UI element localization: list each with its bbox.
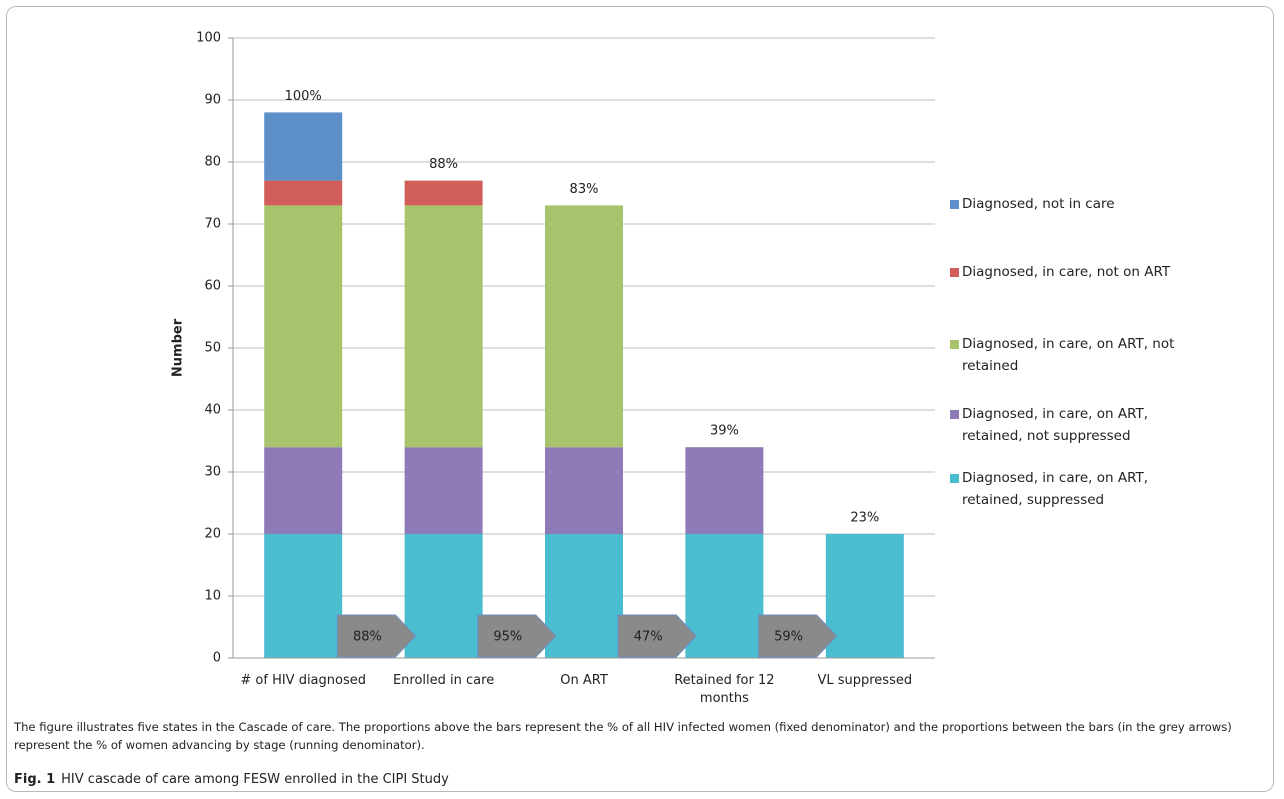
- figure-line: Fig. 1 HIV cascade of care among FESW enr…: [14, 772, 449, 787]
- bar-segment: [264, 447, 343, 534]
- legend-swatch: [950, 474, 959, 483]
- legend-swatch: [950, 268, 959, 277]
- y-tick-label: 30: [204, 465, 221, 480]
- figure-title: HIV cascade of care among FESW enrolled …: [61, 772, 449, 787]
- bar-segment: [264, 180, 343, 206]
- stage-arrow: [336, 614, 417, 658]
- legend-label: Diagnosed, in care, not on ART: [962, 264, 1171, 280]
- bar-label: 39%: [710, 424, 739, 439]
- bar-label: 83%: [570, 182, 599, 197]
- bar-label: 88%: [429, 157, 458, 172]
- y-tick-label: 70: [204, 217, 221, 232]
- legend-label: Diagnosed, in care, on ART, retained, su…: [962, 470, 1149, 508]
- x-tick-label: # of HIV diagnosed: [240, 673, 366, 688]
- x-tick-label: Enrolled in care: [392, 673, 495, 688]
- x-tick-label: Retained for 12 months: [674, 673, 775, 706]
- bar-segment: [264, 534, 343, 658]
- bar-segment: [404, 447, 483, 534]
- bar-segment: [685, 447, 764, 534]
- arrow-label: 88%: [353, 630, 382, 645]
- frame: [6, 6, 1274, 792]
- y-tick-label: 60: [204, 279, 221, 294]
- bar-segment: [264, 205, 343, 448]
- arrow-label: 59%: [774, 630, 803, 645]
- y-tick-label: 20: [204, 527, 221, 542]
- legend-label: Diagnosed, in care, on ART, not retained: [962, 336, 1175, 374]
- x-tick-label: On ART: [560, 673, 608, 688]
- legend-swatch: [950, 340, 959, 349]
- bar-segment: [825, 534, 904, 658]
- bar-segment: [404, 534, 483, 658]
- bar-segment: [264, 112, 343, 181]
- y-axis-label: Number: [171, 318, 186, 377]
- stage-arrow: [758, 614, 838, 658]
- y-tick-label: 40: [204, 403, 221, 418]
- stage-arrow: [617, 614, 697, 658]
- caption: The figure illustrates five states in th…: [14, 720, 1232, 752]
- y-tick-label: 10: [204, 589, 221, 604]
- bar-segment: [545, 534, 623, 658]
- figure-label: Fig. 1: [14, 772, 56, 787]
- x-tick-label: VL suppressed: [817, 673, 913, 688]
- y-tick-label: 0: [213, 651, 221, 666]
- bar-segment: [404, 180, 483, 206]
- bar-segment: [545, 205, 623, 448]
- y-tick-label: 100: [196, 31, 221, 46]
- y-tick-label: 80: [204, 155, 221, 170]
- y-tick-label: 50: [204, 341, 221, 356]
- y-tick-label: 90: [204, 93, 221, 108]
- bar-segment: [404, 205, 483, 448]
- legend-label: Diagnosed, not in care: [962, 196, 1115, 212]
- bar-segment: [685, 534, 764, 658]
- legend-swatch: [950, 200, 959, 209]
- legend-label: Diagnosed, in care, on ART, retained, no…: [962, 406, 1149, 444]
- arrow-label: 95%: [493, 630, 522, 645]
- stage-arrow: [477, 614, 557, 658]
- bar-segment: [545, 447, 623, 534]
- bar-label: 23%: [850, 511, 879, 526]
- arrow-label: 47%: [634, 630, 663, 645]
- bar-label: 100%: [285, 89, 322, 104]
- legend-swatch: [950, 410, 959, 419]
